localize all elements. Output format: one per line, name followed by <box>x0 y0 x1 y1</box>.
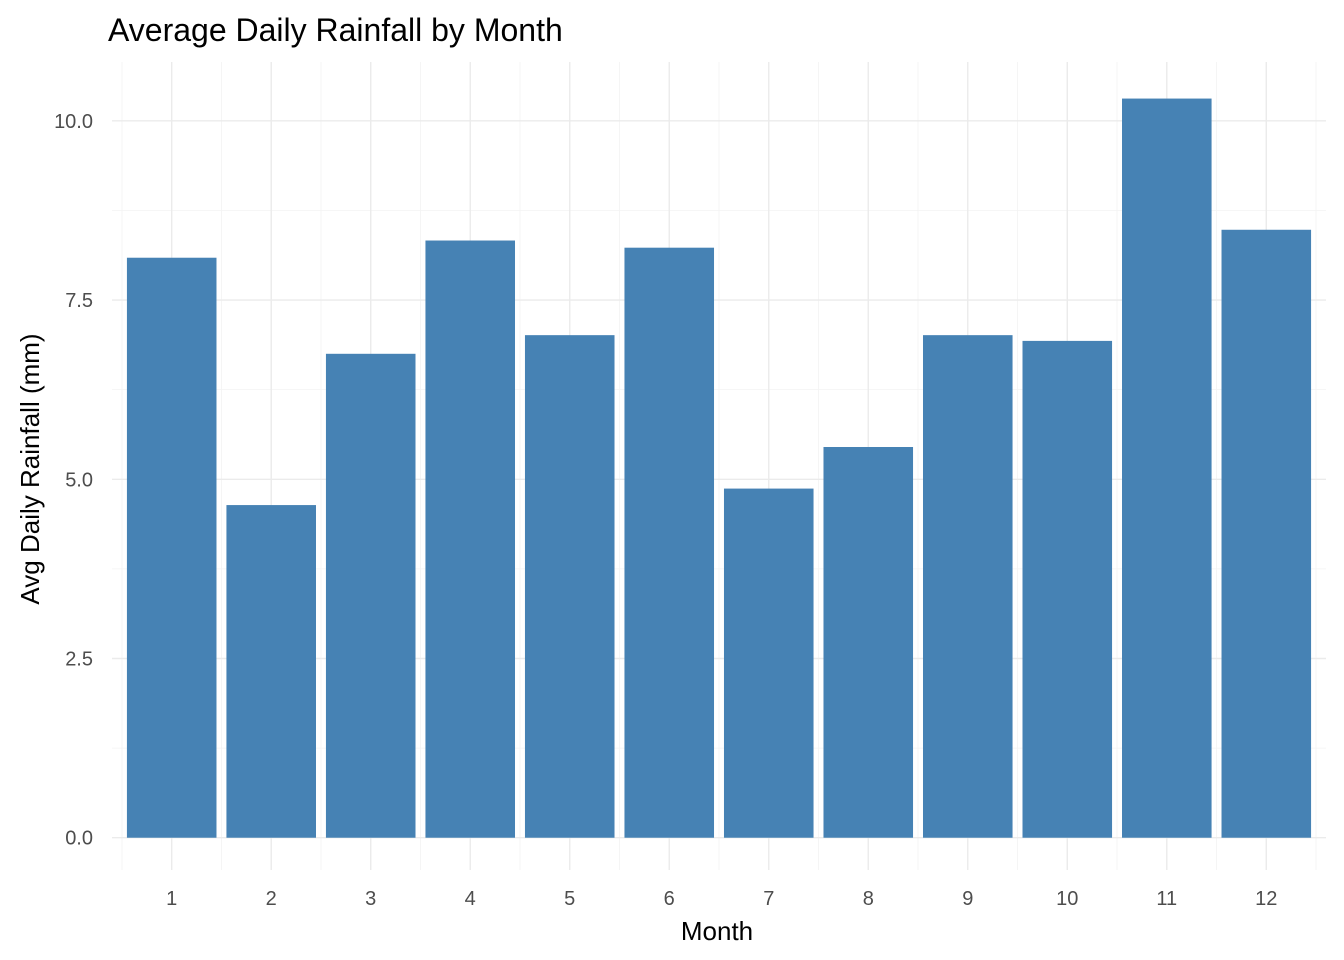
y-axis-title: Avg Daily Rainfall (mm) <box>15 333 45 604</box>
x-tick-label: 1 <box>166 888 177 910</box>
x-tick-label: 2 <box>266 888 277 910</box>
y-axis-ticks: 0.0 2.5 5.0 7.5 10.0 <box>54 111 93 850</box>
bar-month-2 <box>226 505 316 838</box>
y-tick-label: 2.5 <box>65 649 93 671</box>
x-axis-ticks: 1 2 3 4 5 6 7 8 9 10 11 12 <box>166 888 1277 910</box>
bar-month-11 <box>1122 98 1212 838</box>
bar-month-6 <box>624 247 715 838</box>
x-tick-label: 11 <box>1156 888 1177 910</box>
y-tick-label: 0.0 <box>65 828 93 850</box>
x-tick-label: 12 <box>1255 888 1277 910</box>
x-tick-label: 10 <box>1056 888 1078 910</box>
y-tick-label: 10.0 <box>54 111 93 133</box>
bar-month-8 <box>823 447 914 838</box>
x-axis-title: Month <box>681 916 753 946</box>
y-tick-label: 7.5 <box>65 290 93 312</box>
x-tick-label: 7 <box>763 888 774 910</box>
bar-month-10 <box>1022 340 1113 838</box>
bar-month-9 <box>922 335 1013 838</box>
x-tick-label: 4 <box>465 888 476 910</box>
y-tick-label: 5.0 <box>65 469 93 491</box>
chart-title: Average Daily Rainfall by Month <box>108 12 563 48</box>
x-tick-label: 5 <box>564 888 575 910</box>
bar-month-3 <box>325 353 416 838</box>
bar-month-4 <box>425 240 516 838</box>
x-tick-label: 3 <box>365 888 376 910</box>
bar-month-7 <box>723 488 814 838</box>
x-tick-label: 9 <box>962 888 973 910</box>
bar-month-12 <box>1221 229 1312 838</box>
bar-month-1 <box>126 257 217 838</box>
x-tick-label: 6 <box>664 888 675 910</box>
x-tick-label: 8 <box>863 888 874 910</box>
bar-month-5 <box>524 335 615 838</box>
bars <box>126 98 1312 838</box>
